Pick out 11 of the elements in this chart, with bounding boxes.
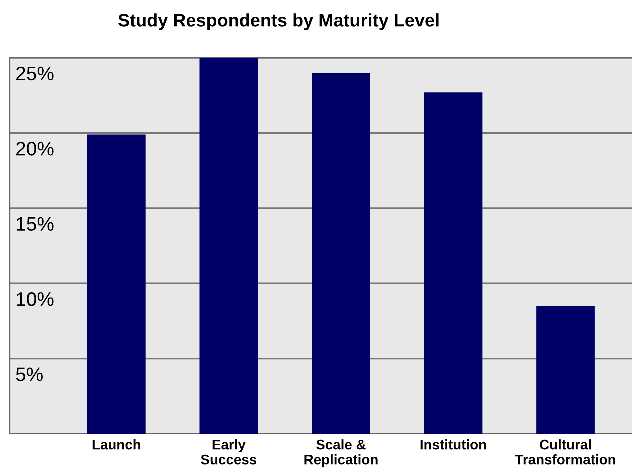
y-tick-label: 10% (17, 292, 54, 306)
x-tick-label: Scale & Replication (304, 440, 378, 468)
y-tick-label: 5% (16, 368, 43, 382)
chart-title: Study Respondents by Maturity Level (118, 14, 439, 30)
y-tick-label: 25% (16, 66, 54, 81)
x-tick-label: Early Success (201, 440, 257, 465)
y-tick-label: 15% (17, 217, 54, 232)
x-tick-label: Launch (92, 440, 140, 450)
x-tick-label: Cultural Transformation (515, 440, 616, 465)
x-tick-label: Institution (420, 440, 486, 450)
y-tick-label: 20% (16, 142, 54, 156)
